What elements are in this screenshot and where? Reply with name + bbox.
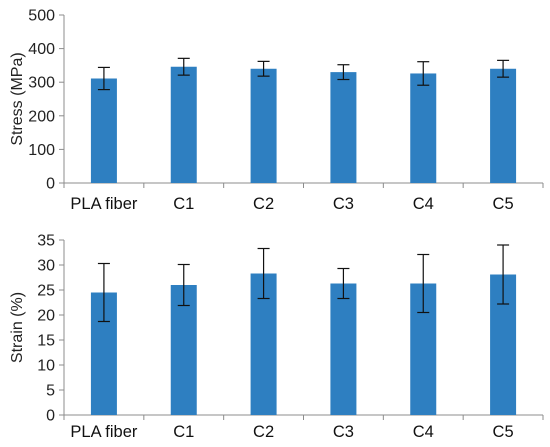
category-label: C3 xyxy=(333,423,354,441)
bar xyxy=(170,66,197,183)
y-tick-label: 400 xyxy=(28,41,55,58)
y-tick-label: 10 xyxy=(37,358,55,375)
y-tick-label: 5 xyxy=(46,383,55,400)
y-tick-label: 100 xyxy=(28,142,55,159)
category-label: C4 xyxy=(413,423,434,441)
category-label: C5 xyxy=(493,195,514,213)
y-tick-label: 25 xyxy=(37,283,55,300)
bar xyxy=(330,72,357,183)
bar xyxy=(170,285,197,415)
category-label: C2 xyxy=(253,423,274,441)
bar xyxy=(410,73,437,183)
bar xyxy=(90,78,117,183)
strain-chart: 0 5 10 15 20 25 30 35 PLA fiber C1 C2 C3 C4 C5 Strain … xyxy=(9,233,544,441)
y-axis-label: Stress (MPa) xyxy=(9,52,26,145)
y-tick-label: 500 xyxy=(28,8,55,25)
category-label: C4 xyxy=(413,195,434,213)
category-label: PLA fiber xyxy=(70,195,137,213)
category-label: PLA fiber xyxy=(70,423,137,441)
category-label: C5 xyxy=(493,423,514,441)
y-tick-label: 35 xyxy=(37,233,55,250)
bar xyxy=(330,283,357,415)
y-tick-label: 15 xyxy=(37,333,55,350)
bar xyxy=(250,68,277,183)
category-label: C3 xyxy=(333,195,354,213)
y-tick-label: 0 xyxy=(46,408,55,425)
category-label: C1 xyxy=(173,423,194,441)
bar xyxy=(490,68,517,183)
category-label: C2 xyxy=(253,195,274,213)
y-tick-label: 30 xyxy=(37,258,55,275)
y-tick-label: 200 xyxy=(28,108,55,125)
y-tick-label: 0 xyxy=(46,176,55,193)
y-tick-label: 20 xyxy=(37,308,55,325)
y-tick-label: 300 xyxy=(28,75,55,92)
category-label: C1 xyxy=(173,195,194,213)
stress-chart: 0 100 200 300 400 500 PLA fiber C1 C2 C3 C4 C5 Stres… xyxy=(9,8,544,213)
y-axis-label: Strain (%) xyxy=(9,292,26,363)
